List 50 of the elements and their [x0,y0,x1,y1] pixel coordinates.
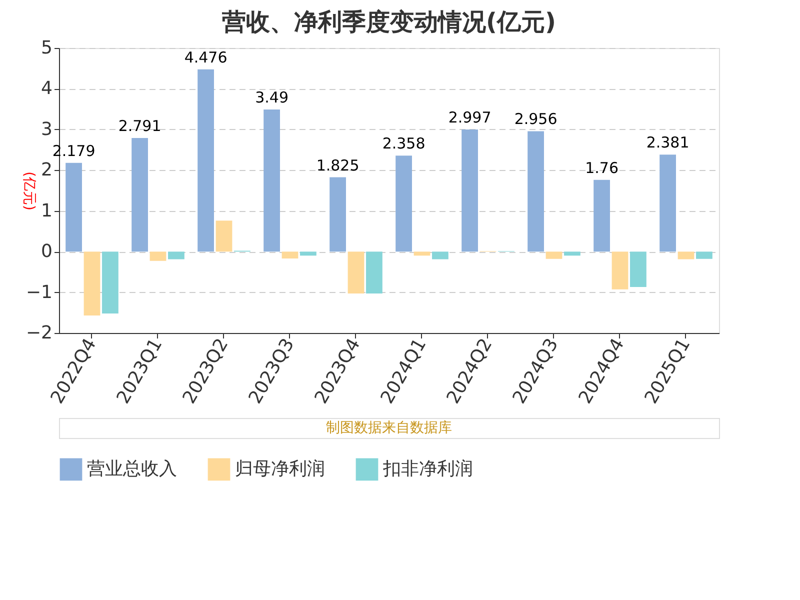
bar [678,252,694,260]
bar [198,69,214,252]
data-label: 4.476 [184,48,228,66]
bar [564,252,580,256]
chart-title: 营收、净利季度变动情况(亿元) [221,8,556,36]
y-tick-label: −2 [26,322,52,344]
data-label: 3.49 [255,88,288,106]
data-label: 2.956 [514,110,558,128]
bar [414,252,430,256]
bar [660,154,676,252]
bar [330,177,346,252]
y-tick-label: 2 [41,160,52,181]
bar [696,252,712,259]
bar [102,252,118,314]
bar [546,252,562,259]
bar [432,252,448,260]
y-axis-title: (亿元) [20,172,37,210]
bar [630,252,646,287]
data-label: 2.358 [382,134,426,153]
bar [84,252,100,316]
y-tick-label: 1 [41,200,52,222]
bar [66,162,82,252]
y-tick-label: 4 [41,78,52,100]
y-tick-label: 5 [41,38,52,58]
text: 制图数据来自数据库 [326,420,452,436]
bar [594,180,610,252]
bar [282,252,298,258]
data-label: 1.825 [316,156,360,174]
y-tick-label: 3 [41,118,52,140]
bar [132,138,148,252]
y-tick-label: 0 [41,241,52,262]
bar [528,131,544,252]
bar [264,109,280,252]
data-label: 2.997 [448,108,492,127]
y-tick-label: −1 [26,282,52,303]
bar [462,130,478,252]
bar [168,252,184,260]
legend-label: 归母净利润 [235,458,325,480]
bar [396,156,412,252]
data-label: 1.76 [585,158,618,177]
bar [366,252,382,294]
bar [348,252,364,294]
bar [612,252,628,290]
legend-label: 扣非净利润 [382,458,473,480]
data-label: 2.791 [118,116,162,135]
bar [150,252,166,261]
legend-label: 营业总收入 [87,458,177,480]
bar [300,252,316,256]
bar [216,220,232,252]
data-label: 2.381 [646,134,690,152]
